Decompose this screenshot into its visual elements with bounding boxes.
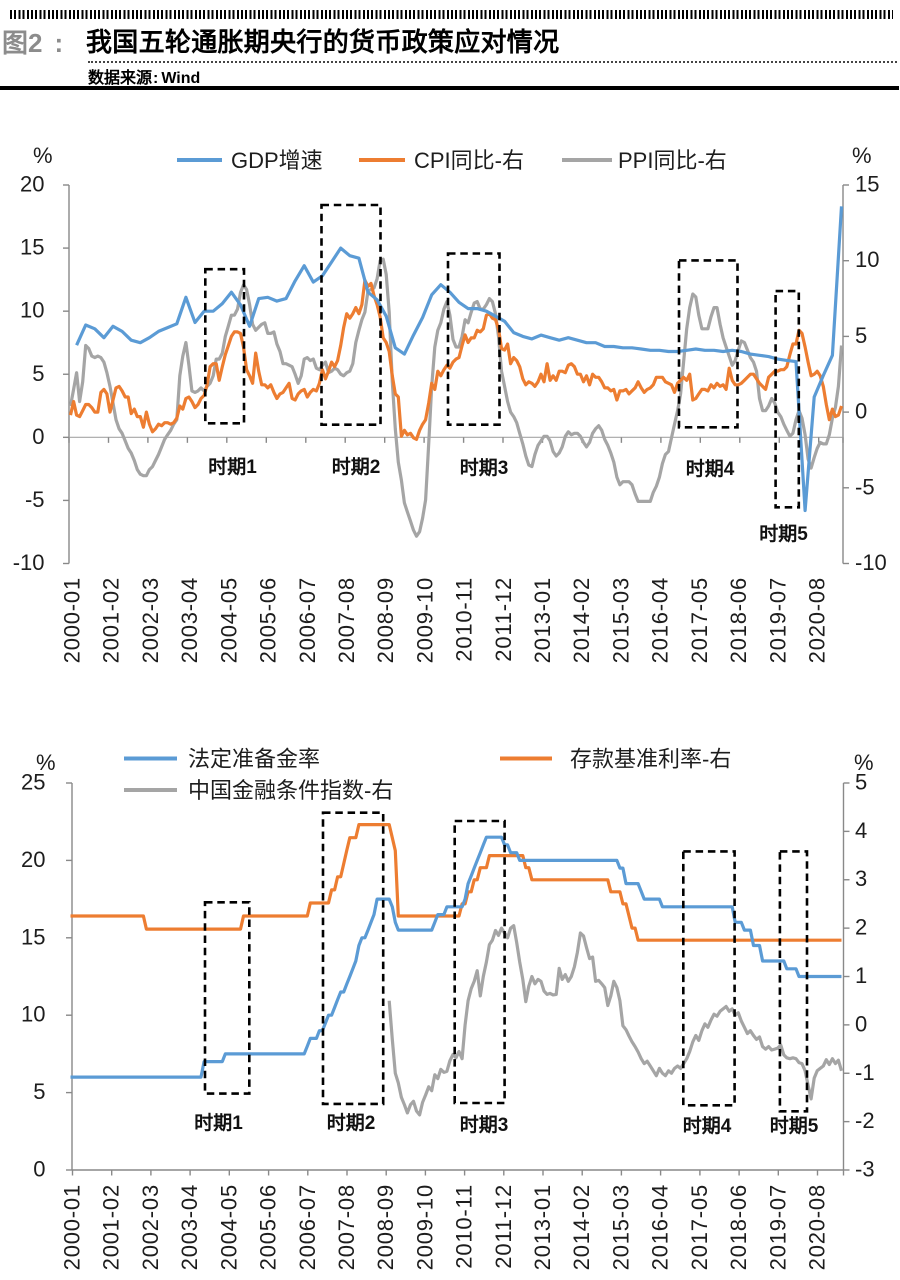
svg-text:2020-08: 2020-08 (805, 577, 830, 663)
svg-text:10: 10 (855, 247, 879, 272)
svg-text:CPI同比-右: CPI同比-右 (414, 148, 524, 173)
svg-text:2: 2 (855, 915, 867, 940)
svg-text:2013-01: 2013-01 (530, 1184, 555, 1270)
svg-text:2000-01: 2000-01 (60, 1184, 85, 1270)
svg-text:-5: -5 (25, 487, 45, 512)
svg-text:2001-02: 2001-02 (99, 1184, 124, 1270)
svg-text:2010-11: 2010-11 (452, 1184, 477, 1269)
svg-text:%: % (36, 750, 56, 775)
svg-text:时期1: 时期1 (208, 456, 257, 478)
svg-text:2008-09: 2008-09 (373, 1184, 398, 1270)
svg-text:2008-09: 2008-09 (373, 577, 398, 663)
svg-text:2003-04: 2003-04 (177, 1184, 202, 1270)
svg-text:PPI同比-右: PPI同比-右 (618, 148, 727, 173)
svg-text:2015-03: 2015-03 (608, 1184, 633, 1270)
svg-text:时期5: 时期5 (770, 1115, 819, 1137)
svg-text:2014-02: 2014-02 (569, 1184, 594, 1270)
svg-text:2011-12: 2011-12 (491, 577, 516, 662)
svg-text:2017-05: 2017-05 (687, 577, 712, 663)
svg-text:2005-06: 2005-06 (256, 1184, 281, 1270)
svg-text:0: 0 (855, 399, 867, 424)
svg-text:2019-07: 2019-07 (765, 1184, 790, 1270)
svg-text:1: 1 (855, 963, 867, 988)
svg-text:2009-10: 2009-10 (412, 577, 437, 663)
svg-text:2020-08: 2020-08 (805, 1184, 830, 1270)
svg-text:2004-05: 2004-05 (216, 1184, 241, 1270)
svg-text:2000-01: 2000-01 (60, 577, 85, 663)
svg-text:中国金融条件指数-右: 中国金融条件指数-右 (188, 778, 393, 803)
svg-text:2004-05: 2004-05 (216, 577, 241, 663)
svg-text:15: 15 (855, 172, 879, 197)
svg-text:5: 5 (33, 1079, 45, 1104)
svg-text:2003-04: 2003-04 (177, 577, 202, 663)
svg-text:15: 15 (21, 924, 45, 949)
svg-text:2010-11: 2010-11 (452, 577, 477, 662)
svg-text:2019-07: 2019-07 (765, 577, 790, 663)
svg-text:2006-07: 2006-07 (295, 577, 320, 663)
svg-text:-5: -5 (855, 474, 875, 499)
svg-text:2014-02: 2014-02 (569, 577, 594, 663)
svg-text:时期3: 时期3 (460, 1114, 509, 1136)
svg-text:2005-06: 2005-06 (256, 577, 281, 663)
svg-text:%: % (854, 750, 874, 775)
svg-text:-2: -2 (855, 1108, 875, 1133)
svg-text:存款基准利率-右: 存款基准利率-右 (570, 747, 731, 772)
svg-text:5: 5 (32, 361, 44, 386)
svg-text:5: 5 (855, 770, 867, 795)
svg-text:-1: -1 (855, 1060, 875, 1085)
svg-text:25: 25 (21, 770, 45, 795)
svg-text:2007-08: 2007-08 (334, 1184, 359, 1270)
svg-text:15: 15 (20, 235, 44, 260)
svg-text:-3: -3 (855, 1157, 875, 1182)
svg-text:时期3: 时期3 (460, 457, 509, 479)
svg-text:2017-05: 2017-05 (687, 1184, 712, 1270)
svg-text:%: % (33, 143, 53, 168)
svg-text:-10: -10 (855, 550, 887, 575)
svg-text:2006-07: 2006-07 (295, 1184, 320, 1270)
svg-text:GDP增速: GDP增速 (231, 148, 323, 173)
svg-text:2015-03: 2015-03 (608, 577, 633, 663)
svg-text:2001-02: 2001-02 (99, 577, 124, 663)
svg-text:2016-04: 2016-04 (648, 577, 673, 663)
svg-text:2007-08: 2007-08 (334, 577, 359, 663)
svg-text:2013-01: 2013-01 (530, 577, 555, 663)
svg-text:10: 10 (21, 1002, 45, 1027)
svg-text:4: 4 (855, 818, 867, 843)
svg-text:20: 20 (21, 847, 45, 872)
svg-text:%: % (852, 143, 872, 168)
svg-text:0: 0 (33, 1157, 45, 1182)
svg-text:时期5: 时期5 (759, 523, 808, 545)
svg-text:2018-06: 2018-06 (726, 577, 751, 663)
svg-text:时期2: 时期2 (327, 1112, 376, 1134)
svg-text:3: 3 (855, 866, 867, 891)
svg-text:2002-03: 2002-03 (138, 1184, 163, 1270)
svg-text:2009-10: 2009-10 (412, 1184, 437, 1270)
svg-text:20: 20 (20, 172, 44, 197)
svg-text:2011-12: 2011-12 (491, 1184, 516, 1269)
svg-text:0: 0 (855, 1011, 867, 1036)
svg-text:时期1: 时期1 (194, 1112, 243, 1134)
svg-text:0: 0 (32, 424, 44, 449)
svg-text:2018-06: 2018-06 (726, 1184, 751, 1270)
svg-text:10: 10 (20, 298, 44, 323)
svg-text:2002-03: 2002-03 (138, 577, 163, 663)
svg-text:-10: -10 (13, 550, 45, 575)
svg-text:时期2: 时期2 (332, 456, 381, 478)
svg-text:法定准备金率: 法定准备金率 (188, 747, 320, 772)
svg-text:时期4: 时期4 (683, 1115, 732, 1137)
svg-text:5: 5 (855, 323, 867, 348)
svg-text:时期4: 时期4 (686, 458, 735, 480)
svg-text:2016-04: 2016-04 (648, 1184, 673, 1270)
